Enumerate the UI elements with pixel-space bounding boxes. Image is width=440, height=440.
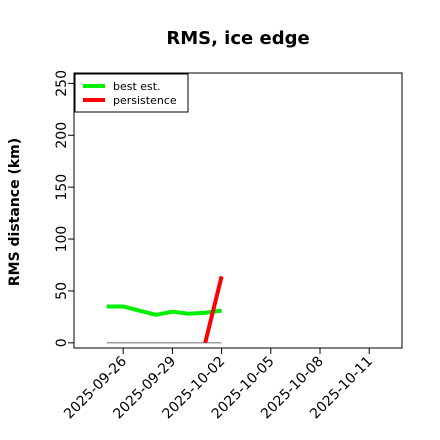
chart-title: RMS, ice edge bbox=[166, 28, 309, 49]
y-tick-label: 250 bbox=[54, 70, 70, 97]
series-line-0 bbox=[106, 304, 222, 317]
legend-box bbox=[74, 73, 189, 113]
y-axis-label: RMS distance (km) bbox=[7, 138, 23, 286]
series-layer bbox=[106, 275, 224, 344]
legend-label: persistence bbox=[113, 94, 177, 107]
legend-label: best est. bbox=[113, 80, 161, 93]
y-tick-label: 150 bbox=[54, 174, 70, 201]
legend: best est.persistence bbox=[74, 73, 189, 113]
y-tick-label: 50 bbox=[54, 282, 70, 300]
series-line-1 bbox=[203, 275, 224, 344]
y-tick-label: 200 bbox=[54, 122, 70, 149]
y-tick-label: 0 bbox=[54, 338, 70, 347]
y-tick-label: 100 bbox=[54, 226, 70, 253]
y-axis-ticks: 0 50 100 150 200 250 bbox=[54, 70, 74, 347]
plot-frame bbox=[73, 72, 403, 349]
x-axis-ticks: 2025-09-262025-09-292025-10-022025-10-05… bbox=[61, 348, 376, 422]
